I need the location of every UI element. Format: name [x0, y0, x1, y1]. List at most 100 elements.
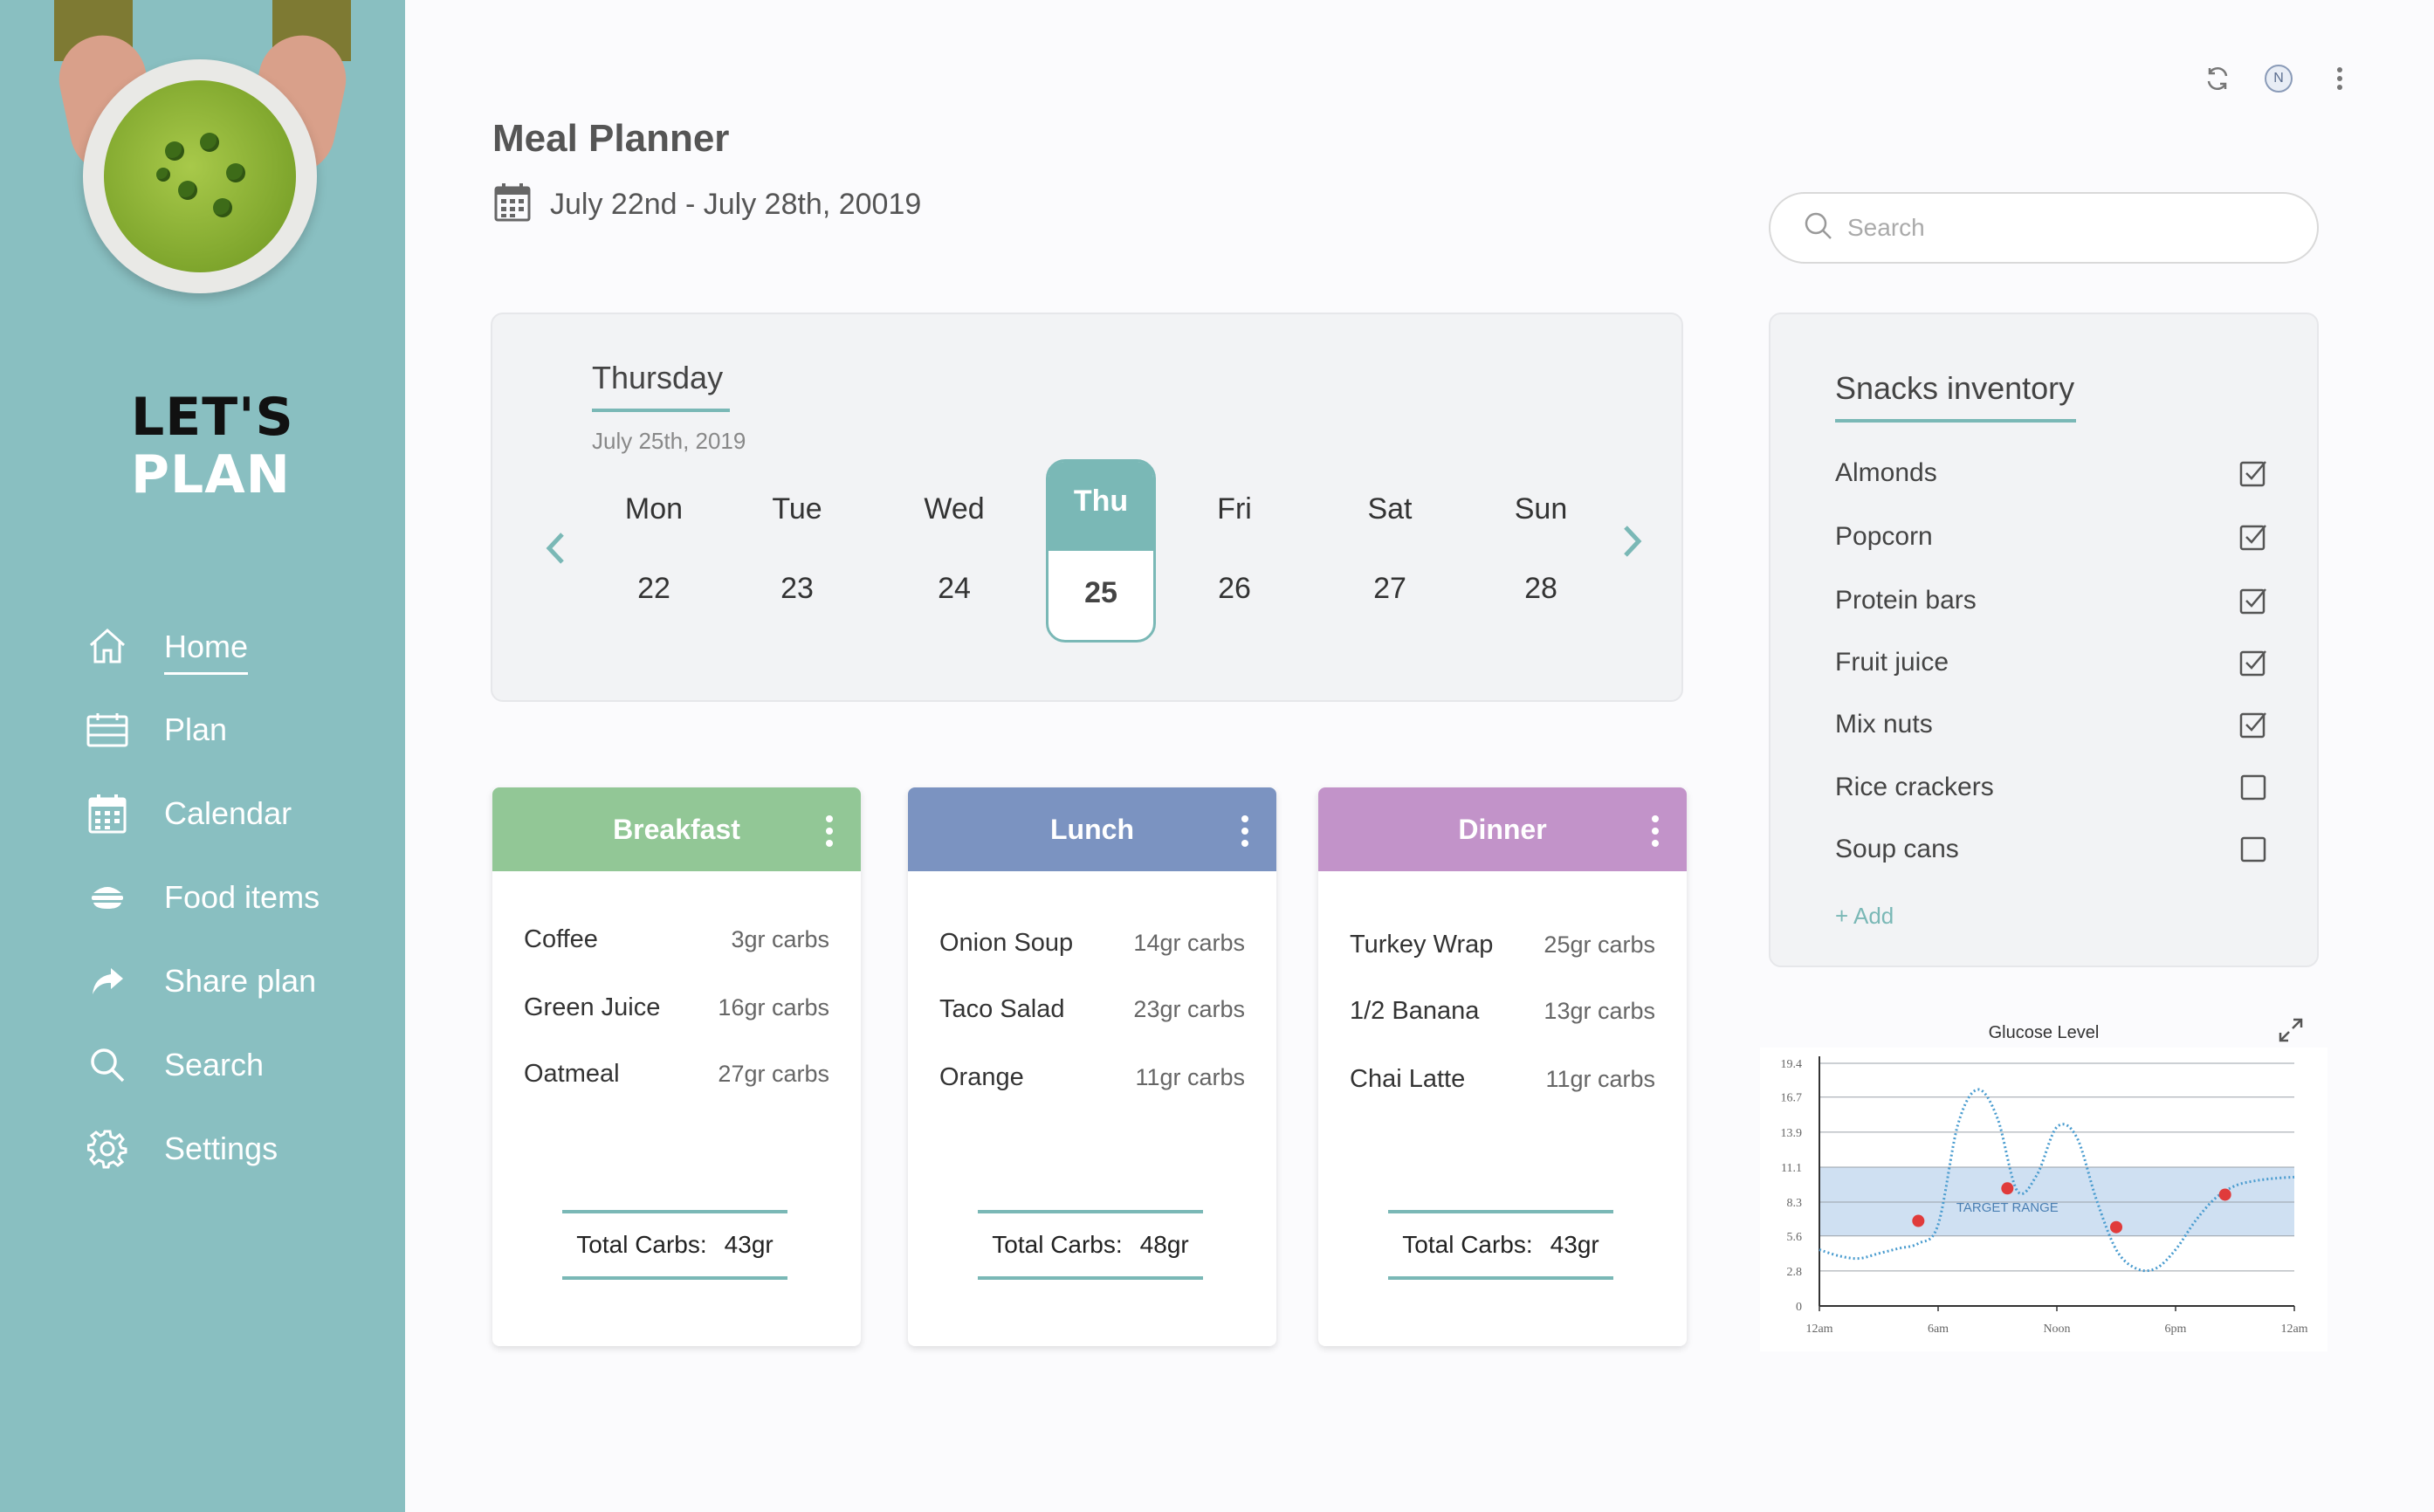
x-tick-label: 6pm [2165, 1323, 2187, 1336]
snack-label: Fruit juice [1835, 648, 1949, 677]
chart-area: 0 2.8 5.6 8.3 11.1 13.9 16.7 19.4 12am 6am Noon 6pm… [1760, 1048, 2327, 1351]
day-number: 26 [1218, 572, 1251, 605]
more-vertical-icon[interactable] [1241, 815, 1250, 849]
x-tick-label: 6am [1928, 1323, 1949, 1336]
snack-row: Rice crackers [1835, 768, 2268, 807]
total-carbs-label: Total Carbs: [576, 1231, 707, 1258]
sidebar: LET'S PLAN Home Plan Calendar Food ite [0, 0, 405, 1512]
sidebar-item-share-plan[interactable]: Share plan [84, 955, 346, 1007]
day-label: Sun [1514, 492, 1568, 526]
sidebar-item-home[interactable]: Home [84, 620, 346, 675]
avatar[interactable]: N [2261, 61, 2296, 96]
plan-icon [84, 706, 131, 753]
day-fri[interactable]: Fri 26 [1179, 470, 1289, 653]
day-number: 25 [1084, 576, 1117, 609]
meal-item-name: Taco Salad [939, 994, 1065, 1023]
meal-header: Lunch [908, 787, 1276, 871]
meal-item-name: Green Juice [524, 993, 661, 1021]
sidebar-item-label: Plan [164, 711, 228, 747]
more-vertical-icon[interactable] [1652, 815, 1660, 849]
soup [104, 80, 296, 272]
meal-item-name: Coffee [524, 924, 598, 953]
y-tick-label: 0 [1796, 1301, 1802, 1314]
meal-item-carbs: 14gr carbs [1133, 929, 1245, 956]
prev-week-button[interactable] [538, 531, 573, 566]
meal-item-name: Oatmeal [524, 1059, 620, 1088]
glucose-point [2218, 1188, 2231, 1201]
glucose-point [2110, 1220, 2122, 1234]
sidebar-item-label: Calendar [164, 795, 292, 831]
meal-item-row: Orange 11gr carbs [939, 1060, 1245, 1095]
target-range-label: TARGET RANGE [1956, 1200, 2059, 1215]
snacks-inventory-panel: Snacks inventory Almonds Popcorn Protein b… [1769, 313, 2319, 967]
meal-header: Dinner [1318, 787, 1687, 871]
day-sat[interactable]: Sat 27 [1335, 470, 1445, 653]
glucose-line [1819, 1088, 2295, 1273]
logo-line-1: LET'S [131, 387, 294, 448]
y-tick-label: 13.9 [1781, 1127, 1803, 1140]
checkbox-unchecked[interactable] [2238, 835, 2268, 864]
meal-item-carbs: 11gr carbs [1135, 1063, 1245, 1090]
checkbox-checked[interactable] [2238, 586, 2268, 615]
meal-item-carbs: 16gr carbs [718, 993, 829, 1021]
add-snack-button[interactable]: + Add [1835, 903, 1894, 929]
day-sun[interactable]: Sun 28 [1486, 470, 1596, 653]
snack-label: Almonds [1835, 458, 1937, 487]
meal-item-name: Turkey Wrap [1350, 930, 1494, 959]
more-vertical-icon[interactable] [826, 815, 835, 849]
checkbox-checked[interactable] [2238, 710, 2268, 739]
bowl [83, 59, 317, 293]
sidebar-item-calendar[interactable]: Calendar [84, 787, 346, 840]
total-carbs-value: 48gr [1139, 1231, 1189, 1258]
meal-item-row: Coffee 3gr carbs [524, 922, 829, 957]
more-vertical-icon[interactable] [2322, 61, 2357, 96]
checkbox-checked[interactable] [2238, 522, 2268, 552]
day-thu[interactable]: Thu 25 [1046, 459, 1156, 643]
checkbox-unchecked[interactable] [2238, 773, 2268, 802]
day-mon[interactable]: Mon 22 [599, 470, 709, 653]
meal-item-row: 1/2 Banana 13gr carbs [1350, 993, 1655, 1028]
selected-day-date: July 25th, 2019 [592, 428, 746, 454]
snack-label: Soup cans [1835, 835, 1959, 863]
day-number: 22 [637, 572, 670, 605]
next-week-button[interactable] [1615, 524, 1650, 559]
checkbox-checked[interactable] [2238, 648, 2268, 677]
day-tue[interactable]: Tue 23 [742, 470, 852, 653]
refresh-icon[interactable] [2200, 61, 2235, 96]
search-bar[interactable] [1769, 192, 2319, 264]
sidebar-item-plan[interactable]: Plan [84, 704, 346, 756]
target-range-band [1819, 1166, 2294, 1236]
avatar-initial: N [2273, 71, 2284, 86]
snack-row: Popcorn [1835, 518, 2268, 556]
logo-line-2: PLAN [131, 444, 291, 505]
week-selector: Thursday July 25th, 2019 Mon 22 Tue 23 W… [491, 313, 1683, 702]
meal-item-carbs: 11gr carbs [1545, 1065, 1655, 1092]
home-icon [84, 622, 131, 670]
selected-day-name: Thursday [592, 360, 724, 395]
expand-icon[interactable] [2277, 1016, 2305, 1044]
sidebar-item-search[interactable]: Search [84, 1039, 346, 1091]
checkbox-checked[interactable] [2238, 458, 2268, 488]
meal-item-name: 1/2 Banana [1350, 996, 1480, 1025]
y-tick-label: 16.7 [1781, 1092, 1803, 1105]
search-icon [1804, 211, 1833, 245]
day-label: Thu [1049, 462, 1153, 551]
page-title: Meal Planner [492, 117, 730, 160]
meal-card-breakfast: Breakfast Coffee 3gr carbs Green Juice 1… [492, 787, 861, 1346]
sidebar-item-settings[interactable]: Settings [84, 1123, 346, 1175]
day-number: 24 [938, 572, 971, 605]
day-wed[interactable]: Wed 24 [899, 470, 1009, 653]
day-number: 23 [780, 572, 814, 605]
meal-item-row: Turkey Wrap 25gr carbs [1350, 927, 1655, 962]
search-input[interactable] [1847, 214, 2284, 242]
sidebar-item-food-items[interactable]: Food items [84, 871, 346, 924]
snack-row: Soup cans [1835, 830, 2268, 869]
meal-item-row: Onion Soup 14gr carbs [939, 925, 1245, 960]
total-carbs: Total Carbs: 43gr [1388, 1210, 1613, 1280]
total-carbs: Total Carbs: 43gr [562, 1210, 787, 1280]
meal-card-lunch: Lunch Onion Soup 14gr carbs Taco Salad 2… [908, 787, 1276, 1346]
sidebar-item-label: Share plan [164, 963, 317, 999]
y-tick-label: 8.3 [1787, 1197, 1803, 1210]
snacks-title-underline [1835, 419, 2076, 423]
date-range-text: July 22nd - July 28th, 20019 [550, 188, 922, 221]
